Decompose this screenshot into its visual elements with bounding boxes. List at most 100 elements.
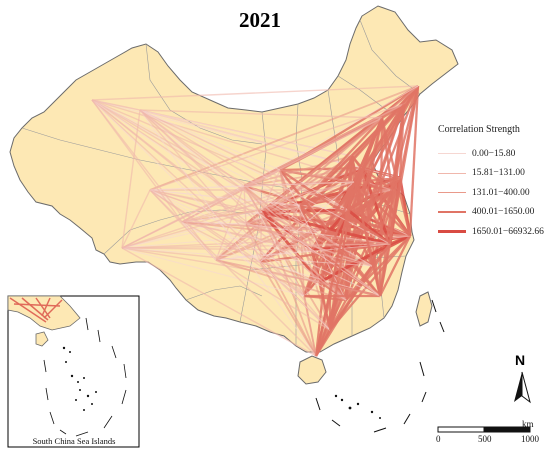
correlation-link: [261, 169, 281, 213]
correlation-link: [279, 169, 355, 183]
correlation-link: [121, 169, 281, 249]
correlation-link: [139, 109, 331, 331]
scale-tick-0: 0: [436, 434, 441, 444]
correlation-network: [91, 85, 420, 357]
correlation-link: [181, 221, 217, 261]
correlation-link: [149, 181, 355, 191]
correlation-link: [149, 189, 381, 297]
scale-tick-1000: 1000: [521, 434, 539, 444]
correlation-link: [353, 181, 391, 245]
inset-map: [7, 295, 140, 448]
correlation-link: [279, 169, 391, 245]
correlation-link: [121, 109, 141, 249]
legend-label: 0.00−15.80: [472, 148, 516, 159]
correlation-link: [121, 247, 317, 357]
correlation-link: [243, 155, 353, 187]
correlation-link: [149, 189, 301, 207]
correlation-link: [319, 242, 391, 284]
correlation-link: [139, 109, 317, 357]
legend-title: Correlation Strength: [438, 124, 520, 135]
correlation-link: [299, 180, 355, 208]
hainan-island: [297, 355, 327, 385]
legend: Correlation Strength 0.00−15.80 15.81−131…: [438, 124, 550, 242]
island-dots: [334, 394, 381, 419]
scale-tick-500: 500: [478, 434, 492, 444]
correlation-link: [91, 99, 349, 211]
correlation-link: [91, 99, 183, 223]
correlation-link: [181, 221, 305, 297]
legend-item: 1650.01−66932.66: [438, 222, 550, 242]
correlation-link: [408, 85, 420, 237]
correlation-link: [121, 247, 305, 297]
correlation-link: [121, 189, 151, 249]
correlation-link: [389, 234, 411, 246]
correlation-link: [344, 117, 384, 301]
correlation-link: [243, 185, 347, 301]
correlation-link: [181, 221, 391, 245]
correlation-link: [311, 249, 347, 301]
correlation-link: [121, 181, 355, 249]
correlation-link: [259, 261, 317, 357]
correlation-link: [378, 235, 412, 297]
correlation-link: [378, 103, 406, 297]
correlation-link: [181, 221, 373, 267]
correlation-link: [378, 243, 392, 297]
correlation-link: [181, 221, 261, 263]
legend-item: 0.00−15.80: [438, 144, 550, 164]
correlation-link: [314, 329, 332, 357]
correlation-link: [388, 85, 420, 245]
correlation-link: [352, 117, 384, 183]
correlation-link: [259, 181, 355, 263]
legend-item: 131.01−400.00: [438, 183, 550, 203]
north-arrow-icon: [514, 371, 531, 404]
correlation-link: [91, 99, 347, 301]
map-title: 2021: [239, 8, 281, 32]
legend-label: 131.01−400.00: [472, 187, 530, 198]
inset-caption: South China Sea Islands: [32, 436, 116, 446]
correlation-link: [279, 169, 381, 297]
correlation-link: [318, 281, 332, 331]
correlation-link: [91, 85, 419, 101]
correlation-link: [139, 109, 363, 169]
scale-unit: km: [522, 419, 534, 429]
correlation-link: [121, 243, 391, 249]
correlation-link: [91, 99, 305, 297]
correlation-link: [91, 99, 141, 111]
scale-bar: [437, 426, 531, 433]
correlation-link: [181, 181, 355, 223]
correlation-link: [378, 117, 384, 297]
correlation-link: [139, 109, 281, 171]
correlation-link: [121, 247, 261, 263]
legend-swatch: [438, 230, 466, 234]
correlation-link: [318, 181, 356, 283]
correlation-link: [243, 185, 247, 225]
legend-swatch: [438, 172, 466, 174]
correlation-link: [91, 99, 381, 297]
correlation-link: [149, 189, 373, 267]
correlation-link: [261, 211, 373, 267]
correlation-link: [149, 103, 405, 191]
maritime-boundary: [315, 299, 445, 433]
correlation-link: [215, 223, 247, 261]
legend-item: 400.01−1650.00: [438, 203, 550, 223]
correlation-link: [139, 109, 301, 207]
correlation-link: [215, 259, 381, 297]
legend-label: 1650.01−66932.66: [472, 226, 544, 237]
correlation-link: [91, 99, 373, 267]
legend-label: 15.81−131.00: [472, 168, 525, 179]
correlation-link: [91, 99, 217, 261]
correlation-link: [149, 189, 183, 223]
legend-item: 15.81−131.00: [438, 164, 550, 184]
taiwan-island: [415, 291, 433, 327]
legend-swatch: [438, 192, 466, 194]
correlation-link: [303, 295, 317, 357]
north-label: N: [515, 352, 526, 368]
legend-swatch: [438, 211, 466, 214]
correlation-link: [314, 181, 356, 357]
correlation-link: [181, 167, 363, 223]
correlation-link: [259, 211, 263, 263]
correlation-link: [139, 109, 347, 301]
legend-label: 400.01−1650.00: [472, 207, 535, 218]
